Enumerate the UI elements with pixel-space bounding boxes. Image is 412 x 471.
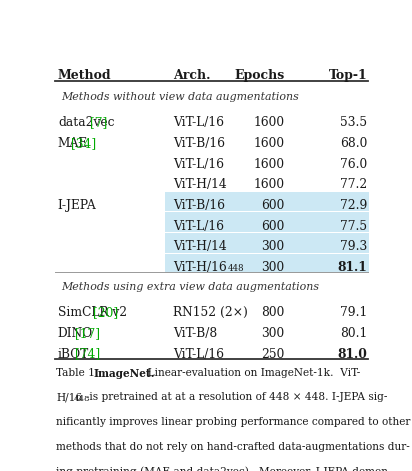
Text: 1600: 1600 [253, 116, 285, 130]
Text: [7]: [7] [90, 116, 107, 130]
Text: ViT-L/16: ViT-L/16 [173, 220, 224, 233]
Text: Arch.: Arch. [173, 69, 211, 82]
Text: [74]: [74] [75, 348, 100, 360]
Text: 1600: 1600 [253, 137, 285, 150]
Text: [34]: [34] [71, 137, 96, 150]
Text: Top-1: Top-1 [329, 69, 368, 82]
Text: SimCLR v2: SimCLR v2 [58, 306, 127, 319]
Text: ViT-L/16: ViT-L/16 [173, 348, 224, 360]
Text: 72.9: 72.9 [340, 199, 368, 212]
Text: 53.5: 53.5 [340, 116, 368, 130]
Text: nificantly improves linear probing performance compared to other: nificantly improves linear probing perfo… [56, 417, 411, 427]
Text: 448: 448 [228, 264, 244, 273]
Text: 600: 600 [261, 199, 285, 212]
Text: ViT-L/16: ViT-L/16 [173, 116, 224, 130]
Bar [165, 212, 369, 232]
Text: ViT-H/16: ViT-H/16 [173, 261, 227, 274]
Text: 250: 250 [261, 348, 285, 360]
Bar [165, 254, 369, 274]
Text: 76.0: 76.0 [340, 158, 368, 171]
Text: ViT-H/14: ViT-H/14 [173, 240, 227, 253]
Text: 77.5: 77.5 [340, 220, 368, 233]
Text: 68.0: 68.0 [340, 137, 368, 150]
Text: ViT-L/16: ViT-L/16 [173, 158, 224, 171]
Text: Epochs: Epochs [234, 69, 285, 82]
Text: 81.1: 81.1 [338, 261, 368, 274]
Bar [165, 192, 369, 211]
Text: DINO: DINO [58, 327, 93, 340]
Text: [20]: [20] [94, 306, 119, 319]
Text: RN152 (2×): RN152 (2×) [173, 306, 248, 319]
Text: 81.0: 81.0 [338, 348, 368, 360]
Text: 300: 300 [261, 261, 285, 274]
Text: 600: 600 [261, 220, 285, 233]
Text: 80.1: 80.1 [340, 327, 368, 340]
Text: 800: 800 [261, 306, 285, 319]
Bar [165, 233, 369, 253]
Text: Table 1.: Table 1. [56, 367, 105, 378]
Text: 300: 300 [261, 240, 285, 253]
Text: ImageNet.: ImageNet. [94, 367, 155, 379]
Text: is pretrained at at a resolution of 448 × 448. I-JEPA sig-: is pretrained at at a resolution of 448 … [86, 392, 387, 402]
Text: [17]: [17] [75, 327, 100, 340]
Text: Linear-evaluation on ImageNet-1k.  ViT-: Linear-evaluation on ImageNet-1k. ViT- [140, 367, 360, 378]
Text: ViT-B/16: ViT-B/16 [173, 199, 225, 212]
Text: 448: 448 [74, 395, 90, 403]
Text: ing pretraining (MAE and data2vec).  Moreover, I-JEPA demon-: ing pretraining (MAE and data2vec). More… [56, 466, 392, 471]
Text: 79.3: 79.3 [340, 240, 368, 253]
Text: 1600: 1600 [253, 158, 285, 171]
Text: MAE: MAE [58, 137, 88, 150]
Text: 79.1: 79.1 [340, 306, 368, 319]
Text: Methods using extra view data augmentations: Methods using extra view data augmentati… [61, 282, 319, 292]
Text: 300: 300 [261, 327, 285, 340]
Text: Methods without view data augmentations: Methods without view data augmentations [61, 92, 299, 102]
Text: 77.2: 77.2 [340, 179, 368, 191]
Text: Method: Method [58, 69, 112, 82]
Text: I-JEPA: I-JEPA [58, 199, 97, 212]
Text: iBOT: iBOT [58, 348, 89, 360]
Text: 1600: 1600 [253, 179, 285, 191]
Text: data2vec: data2vec [58, 116, 115, 130]
Text: ViT-H/14: ViT-H/14 [173, 179, 227, 191]
Text: methods that do not rely on hand-crafted data-augmentations dur-: methods that do not rely on hand-crafted… [56, 442, 410, 452]
Text: ViT-B/8: ViT-B/8 [173, 327, 217, 340]
Text: ViT-B/16: ViT-B/16 [173, 137, 225, 150]
Text: H/16: H/16 [56, 392, 82, 402]
